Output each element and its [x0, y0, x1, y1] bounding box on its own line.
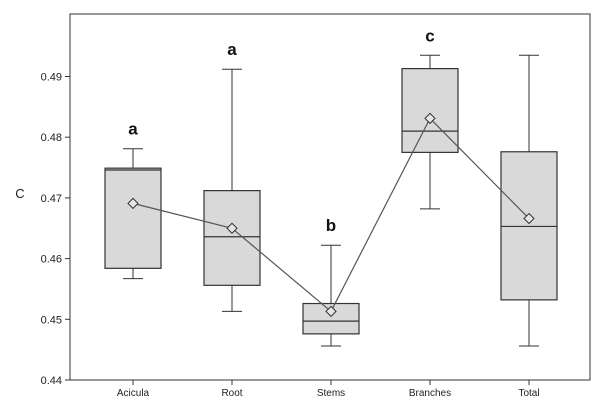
plot-frame: [69, 13, 591, 381]
mean-marker: [424, 112, 436, 125]
y-axis-label: C: [15, 186, 24, 201]
box-iqr: [401, 68, 459, 153]
mean-line-group: [127, 112, 535, 318]
significance-letters: a a b c: [128, 26, 434, 235]
y-tick-label: 0.45: [41, 314, 62, 326]
significance-letter: a: [128, 120, 138, 139]
x-tick-label: Total: [518, 388, 539, 399]
y-tick-label: 0.47: [41, 193, 62, 205]
significance-letter: c: [425, 26, 434, 45]
axes: [65, 13, 591, 385]
boxes: [104, 54, 558, 347]
significance-letter: a: [227, 40, 237, 59]
x-tick-label: Acicula: [117, 388, 150, 399]
y-tick-label: 0.44: [41, 375, 62, 387]
y-tick-label: 0.46: [41, 254, 62, 266]
box-total: [500, 54, 558, 347]
significance-letter: b: [326, 216, 336, 235]
mean-marker: [226, 222, 238, 234]
y-tick-label: 0.48: [41, 132, 62, 144]
y-tick-label: 0.49: [41, 72, 62, 84]
mean-marker: [325, 305, 337, 318]
box-iqr: [203, 190, 261, 286]
x-tick-label: Stems: [317, 388, 345, 399]
x-tick-label: Root: [221, 388, 242, 399]
mean-marker: [523, 212, 535, 225]
x-tick-label: Branches: [409, 388, 451, 399]
mean-marker: [127, 197, 139, 210]
box-root: [203, 68, 261, 312]
x-tick-labels: Acicula Root Stems Branches Total: [117, 388, 540, 399]
y-tick-labels: 0.44 0.45 0.46 0.47 0.48 0.49: [41, 72, 62, 388]
box-branches: [401, 54, 459, 210]
box-acicula: [104, 148, 162, 280]
box-iqr: [500, 151, 558, 301]
box-iqr: [104, 167, 162, 269]
